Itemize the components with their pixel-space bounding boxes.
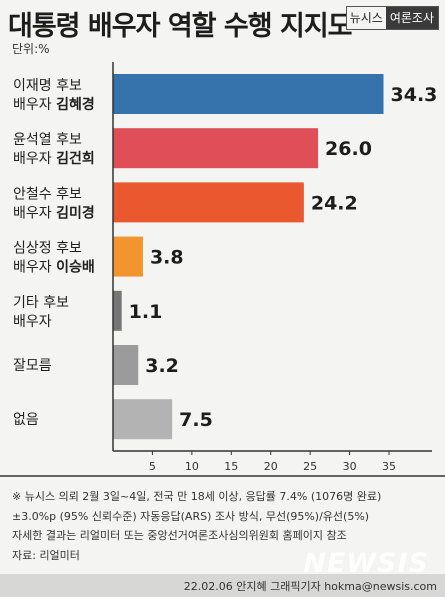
category-label: 심상정 후보 배우자 이승배 xyxy=(13,241,95,276)
category-label: 없음 xyxy=(13,412,39,428)
chart-title: 대통령 배우자 역할 수행 지지도 xyxy=(8,11,353,42)
value-label: 34.3 xyxy=(391,84,438,106)
bar xyxy=(113,290,122,331)
value-label: 1.1 xyxy=(129,301,163,323)
note-line: 자세한 결과는 리얼미터 또는 중앙선거여론조사심의위원회 홈페이지 참조 xyxy=(12,529,347,542)
bar-chart: 34.3 이재명 후보 배우자 김혜경 26.0 윤석열 후보 배우자 김건희 24.2 안철… xyxy=(0,62,445,477)
category-label: 안철수 후보 배우자 김미경 xyxy=(13,186,95,221)
bar xyxy=(113,74,384,114)
x-tick-label: 35 xyxy=(382,460,396,473)
x-tick-label: 30 xyxy=(343,460,357,473)
x-tick-label: 5 xyxy=(149,460,156,473)
x-tick-label: 10 xyxy=(185,460,199,473)
category-label: 윤석열 후보 배우자 김건희 xyxy=(13,132,95,167)
note-line: ±3.0%p (95% 신뢰수준) 자동응답(ARS) 조사 방식, 무선(95… xyxy=(12,509,370,523)
category-label: 기타 후보 배우자 xyxy=(13,295,69,330)
survey-notes: ※ 뉴시스 의뢰 2월 3일~4일, 전국 만 18세 이상, 응답률 7.4%… xyxy=(12,487,437,565)
credit-line: 22.02.06 안지혜 그래픽기자 hokma@newsis.com xyxy=(183,580,437,593)
newsis-logo: NEWSIS xyxy=(303,548,429,579)
unit-label: 단위:% xyxy=(12,42,50,56)
x-tick-label: 15 xyxy=(224,460,238,473)
source-line: 자료: 리얼미터 xyxy=(12,548,80,562)
category-label: 잘모름 xyxy=(13,358,52,374)
bar xyxy=(113,399,173,440)
badge-publisher: 뉴시스 xyxy=(346,7,386,29)
note-line: ※ 뉴시스 의뢰 2월 3일~4일, 전국 만 18세 이상, 응답률 7.4%… xyxy=(12,490,382,503)
badge-section: 여론조사 xyxy=(385,7,438,29)
x-tick-label: 20 xyxy=(264,460,278,473)
value-label: 3.2 xyxy=(145,355,179,377)
value-label: 7.5 xyxy=(179,409,213,431)
value-label: 24.2 xyxy=(311,192,358,214)
bar xyxy=(113,345,139,385)
bar xyxy=(113,128,319,169)
bar xyxy=(113,236,143,277)
x-tick-label: 25 xyxy=(303,460,317,473)
category-label: 이재명 후보 배우자 김혜경 xyxy=(13,78,95,113)
value-label: 3.8 xyxy=(150,247,184,269)
bar xyxy=(113,182,304,223)
value-label: 26.0 xyxy=(325,138,372,160)
source-badge: 뉴시스 여론조사 xyxy=(345,6,439,30)
footer-bar: 22.02.06 안지혜 그래픽기자 hokma@newsis.com xyxy=(0,574,445,597)
